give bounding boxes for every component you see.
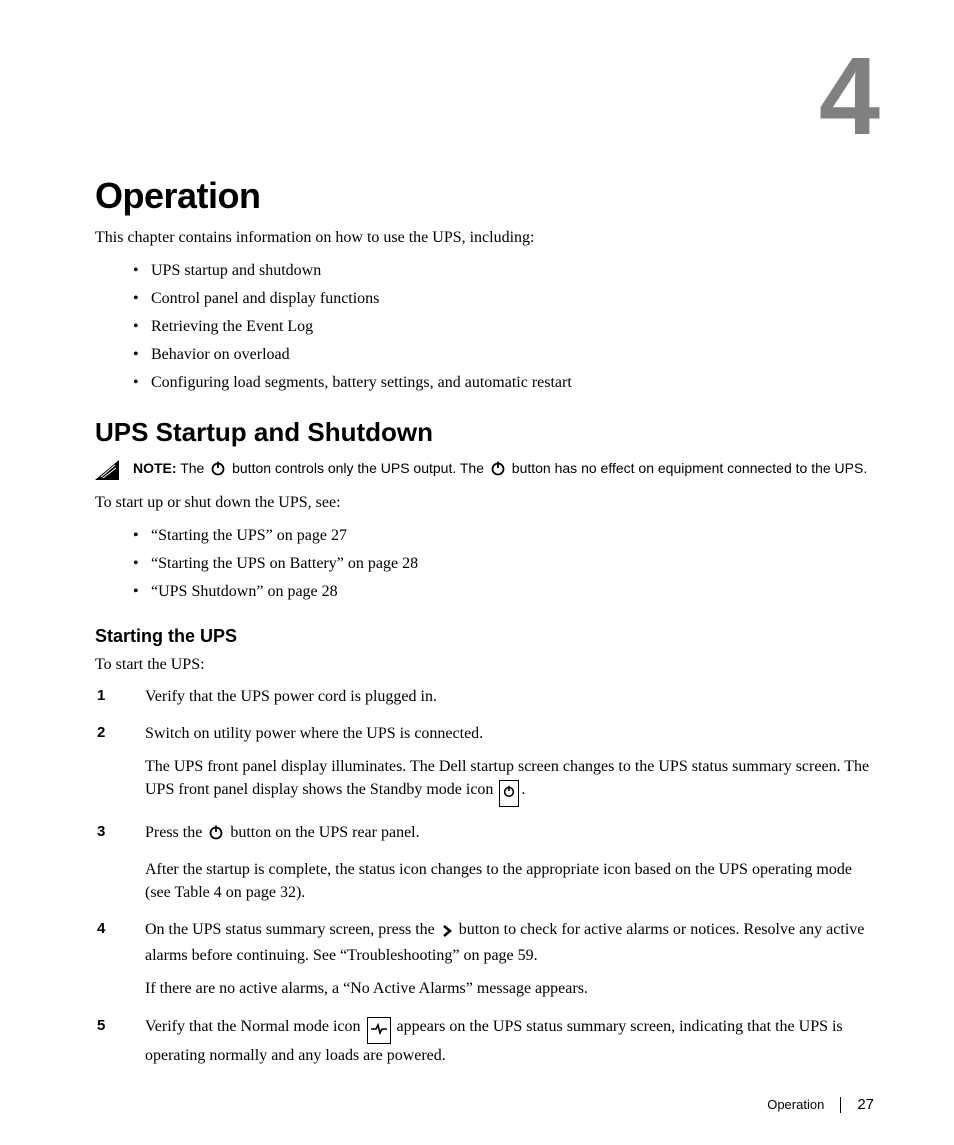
step-text-part: Press the [145, 824, 206, 841]
subsection-heading: Starting the UPS [95, 626, 874, 647]
step-text: Verify that the UPS power cord is plugge… [145, 688, 437, 705]
step-subtext: The UPS front panel display illuminates.… [145, 755, 874, 807]
section-heading: UPS Startup and Shutdown [95, 417, 874, 448]
normal-mode-icon [367, 1017, 391, 1044]
list-item: Retrieving the Event Log [133, 313, 874, 341]
step-item: Verify that the Normal mode icon appears… [95, 1015, 874, 1067]
intro-paragraph: This chapter contains information on how… [95, 229, 874, 247]
step-item: Switch on utility power where the UPS is… [95, 722, 874, 808]
chevron-right-icon [441, 921, 453, 944]
list-item: “Starting the UPS” on page 27 [133, 522, 874, 550]
step-subtext: After the startup is complete, the statu… [145, 858, 874, 904]
list-item: Control panel and display functions [133, 285, 874, 313]
note-label: NOTE: [133, 460, 177, 476]
page-footer: Operation 27 [767, 1096, 874, 1113]
list-item: “UPS Shutdown” on page 28 [133, 578, 874, 606]
standby-mode-icon [499, 780, 519, 807]
note-text: NOTE: The button controls only the UPS o… [133, 458, 867, 481]
step-item: On the UPS status summary screen, press … [95, 918, 874, 1001]
list-item: Behavior on overload [133, 341, 874, 369]
page-title: Operation [95, 175, 874, 217]
footer-section: Operation [767, 1097, 824, 1112]
see-intro: To start up or shut down the UPS, see: [95, 491, 874, 514]
footer-page-number: 27 [857, 1096, 874, 1113]
list-item: Configuring load segments, battery setti… [133, 369, 874, 397]
step-text: Switch on utility power where the UPS is… [145, 725, 483, 742]
see-bullet-list: “Starting the UPS” on page 27 “Starting … [133, 522, 874, 606]
power-icon [208, 824, 224, 847]
step-item: Press the button on the UPS rear panel. … [95, 821, 874, 904]
note-callout: NOTE: The button controls only the UPS o… [95, 458, 874, 481]
step-text-part: On the UPS status summary screen, press … [145, 921, 439, 938]
step-subtext: If there are no active alarms, a “No Act… [145, 977, 874, 1000]
chapter-number: 4 [819, 50, 874, 144]
power-icon [490, 460, 506, 481]
power-icon [210, 460, 226, 481]
start-intro: To start the UPS: [95, 653, 874, 676]
list-item: UPS startup and shutdown [133, 257, 874, 285]
note-text-part: The [180, 460, 208, 476]
list-item: “Starting the UPS on Battery” on page 28 [133, 550, 874, 578]
intro-bullet-list: UPS startup and shutdown Control panel a… [133, 257, 874, 397]
step-item: Verify that the UPS power cord is plugge… [95, 685, 874, 708]
note-text-part: button has no effect on equipment connec… [512, 460, 867, 476]
step-text-part: . [521, 781, 525, 798]
note-icon [95, 460, 119, 480]
step-text-part: button on the UPS rear panel. [230, 824, 419, 841]
step-text-part: Verify that the Normal mode icon [145, 1018, 365, 1035]
note-text-part: button controls only the UPS output. The [232, 460, 488, 476]
footer-divider [840, 1097, 841, 1113]
steps-list: Verify that the UPS power cord is plugge… [95, 685, 874, 1067]
